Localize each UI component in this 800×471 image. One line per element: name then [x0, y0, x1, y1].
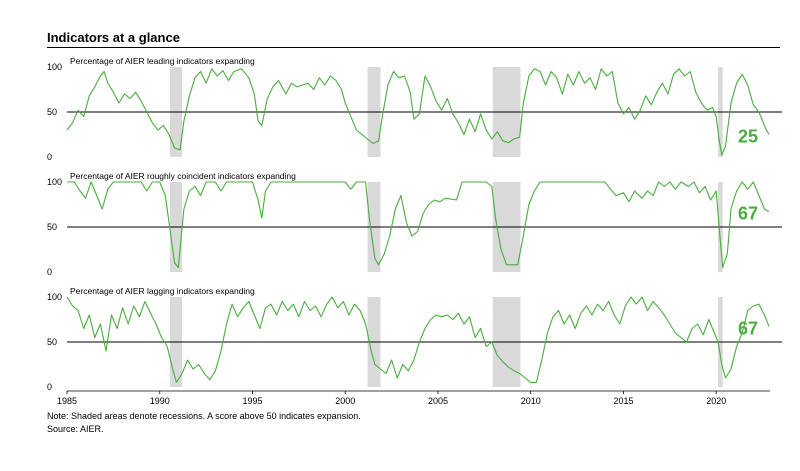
y-tick-label: 100 [47, 292, 62, 302]
x-tick-label: 2000 [335, 396, 355, 406]
indicator-panel: 0 50 100 Percentage of AIER lagging indicat… [47, 286, 782, 392]
y-tick-label: 50 [47, 337, 57, 347]
x-tick-label: 2005 [428, 396, 448, 406]
x-tick-label: 1990 [150, 396, 170, 406]
title-divider [47, 47, 780, 48]
x-tick-label: 1985 [57, 396, 77, 406]
footnote-text: Note: Shaded areas denote recessions. A … [47, 411, 361, 421]
indicator-panel: 0 50 100 Percentage of AIER leading indicat… [47, 56, 782, 162]
panel-title: Percentage of AIER roughly coincident in… [70, 171, 296, 181]
source-text: Source: AIER. [47, 424, 104, 434]
y-tick-label: 0 [47, 152, 52, 162]
latest-value-label: 25 [738, 127, 758, 147]
indicator-series-line [66, 68, 770, 156]
x-tick-label: 1995 [242, 396, 262, 406]
x-axis: 1985 1990 1995 2000 2005 2010 2015 2020 [57, 390, 770, 406]
x-tick-label: 2010 [521, 396, 541, 406]
latest-value-label: 67 [738, 319, 758, 339]
x-tick-label: 2015 [613, 396, 633, 406]
latest-value-label: 67 [738, 204, 758, 224]
y-tick-label: 100 [47, 62, 62, 72]
indicator-series-line [66, 296, 770, 384]
indicator-panel: 0 50 100 Percentage of AIER roughly coincid… [47, 171, 782, 277]
panels-layer: 0 50 100 Percentage of AIER leading indicat… [47, 56, 782, 392]
y-tick-label: 0 [47, 382, 52, 392]
y-tick-label: 100 [47, 177, 62, 187]
x-tick-label: 2020 [706, 396, 726, 406]
panel-title: Percentage of AIER leading indicators ex… [70, 56, 255, 66]
y-tick-label: 0 [47, 267, 52, 277]
indicator-series-line [67, 181, 770, 269]
y-tick-label: 50 [47, 107, 57, 117]
y-tick-label: 50 [47, 222, 57, 232]
page-title: Indicators at a glance [47, 30, 180, 45]
panel-title: Percentage of AIER lagging indicators ex… [70, 286, 255, 296]
